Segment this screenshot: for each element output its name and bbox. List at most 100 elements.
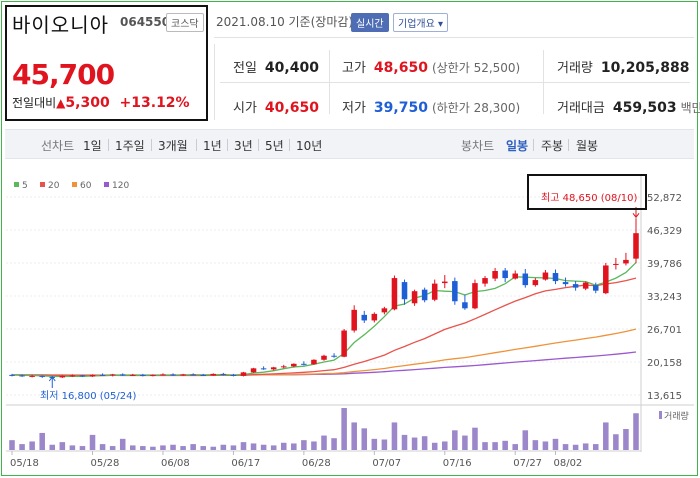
tab-line-chart[interactable]: 선차트	[41, 139, 75, 153]
tab-period-1w[interactable]: 1주일	[115, 139, 145, 153]
low-arrow-head	[48, 376, 56, 382]
candle-body	[109, 374, 116, 376]
volume-bar	[130, 445, 136, 450]
candle-body	[391, 278, 398, 310]
candle-body	[572, 284, 579, 288]
stat-value: 10,205,888	[600, 60, 690, 76]
tab-separator	[151, 139, 152, 151]
legend-swatch	[40, 182, 45, 187]
stat-value: 48,650	[373, 60, 428, 76]
change-percent: +13.12%	[119, 95, 190, 111]
tab-candle-weekly[interactable]: 주봉	[541, 139, 564, 153]
volume-bar	[371, 438, 378, 450]
stat-high: 고가 48,650 (상한가 52,500)	[342, 57, 520, 76]
volume-bar	[140, 446, 146, 450]
tab-candle-daily[interactable]: 일봉	[506, 139, 529, 153]
y-tick-label: 20,158	[647, 358, 682, 369]
tab-period-1d[interactable]: 1일	[83, 139, 102, 153]
stock-name[interactable]: 바이오니아	[12, 13, 109, 37]
candle-body	[9, 374, 15, 376]
legend-label: 60	[80, 181, 92, 191]
chart-tab-bar: 선차트 1일 1주일 3개월 1년 3년 5년 10년 봉차트 일봉 주봉 월봉	[5, 129, 694, 159]
volume-bar	[311, 441, 317, 450]
candle-body	[341, 330, 347, 357]
volume-bar	[270, 445, 277, 450]
candle-body	[331, 355, 337, 357]
volume-bar	[351, 422, 357, 450]
candle-body	[29, 375, 35, 377]
candle-body	[603, 265, 609, 294]
candle-body	[19, 375, 25, 377]
tab-separator	[196, 139, 197, 151]
stat-label: 거래대금	[557, 101, 605, 116]
current-price: 45,700	[12, 58, 115, 91]
stock-summary-box	[5, 5, 208, 121]
volume-bar	[39, 432, 45, 450]
stat-unit: 백만	[680, 101, 700, 115]
y-tick-label: 33,243	[647, 292, 682, 303]
volume-bar	[623, 429, 629, 450]
tab-period-1y[interactable]: 1년	[203, 139, 222, 153]
tab-period-3y[interactable]: 3년	[234, 139, 253, 153]
volume-bar	[200, 446, 206, 450]
stat-value: 40,400	[264, 60, 319, 76]
tab-period-5y[interactable]: 5년	[265, 139, 284, 153]
legend-swatch	[14, 182, 19, 187]
stat-open: 시가 40,650	[233, 97, 319, 116]
candle-body	[291, 363, 297, 367]
change-label: 전일대비	[12, 96, 57, 110]
stat-label: 저가	[342, 101, 366, 116]
volume-bar	[421, 436, 428, 450]
realtime-button[interactable]: 실시간	[351, 13, 389, 32]
candle-body	[442, 281, 448, 284]
volume-bar	[452, 430, 458, 450]
volume-bar	[572, 444, 579, 450]
candle-body	[522, 273, 529, 286]
candle-body	[190, 374, 196, 376]
tab-period-3m[interactable]: 3개월	[158, 139, 188, 153]
stat-prev-close: 전일 40,400	[233, 57, 319, 76]
candle-body	[160, 374, 166, 376]
tab-period-10y[interactable]: 10년	[296, 139, 323, 153]
volume-bar	[89, 434, 96, 450]
tab-separator	[568, 139, 569, 151]
candle-body	[260, 368, 267, 370]
candle-body	[311, 359, 317, 365]
candle-body	[421, 289, 428, 301]
candle-body	[180, 374, 186, 376]
volume-bar	[9, 440, 15, 450]
volume-bar	[603, 422, 609, 450]
volume-bar	[411, 437, 418, 450]
volume-legend-swatch	[659, 411, 662, 419]
candle-body	[613, 263, 619, 265]
volume-bar	[492, 442, 498, 450]
volume-bar	[49, 444, 56, 450]
candle-body	[482, 278, 488, 284]
x-tick-label: 07/16	[443, 458, 472, 469]
stat-amount: 거래대금 459,503 백만	[557, 97, 700, 116]
legend-label: 5	[22, 181, 28, 191]
candle-body	[552, 273, 559, 282]
volume-bar	[230, 445, 237, 450]
candle-body	[99, 374, 106, 376]
volume-bar	[79, 446, 86, 450]
volume-bar	[512, 444, 518, 450]
volume-bar	[381, 439, 388, 450]
volume-bar	[522, 430, 529, 450]
volume-bar	[532, 440, 539, 450]
candle-body	[592, 285, 599, 291]
company-info-dropdown[interactable]: 기업개요 ▾	[393, 13, 449, 32]
volume-bar	[109, 446, 116, 450]
candle-body	[150, 374, 156, 376]
volume-bar	[170, 444, 176, 450]
tab-candle-chart[interactable]: 봉차트	[461, 139, 495, 153]
volume-bar	[582, 443, 589, 450]
stock-code: 064550	[120, 15, 171, 29]
change-value: 5,300	[65, 95, 110, 111]
tab-candle-monthly[interactable]: 월봉	[576, 139, 599, 153]
candle-body	[230, 374, 237, 376]
y-tick-label: 39,786	[647, 259, 682, 270]
market-badge: 코스닥	[166, 13, 204, 32]
